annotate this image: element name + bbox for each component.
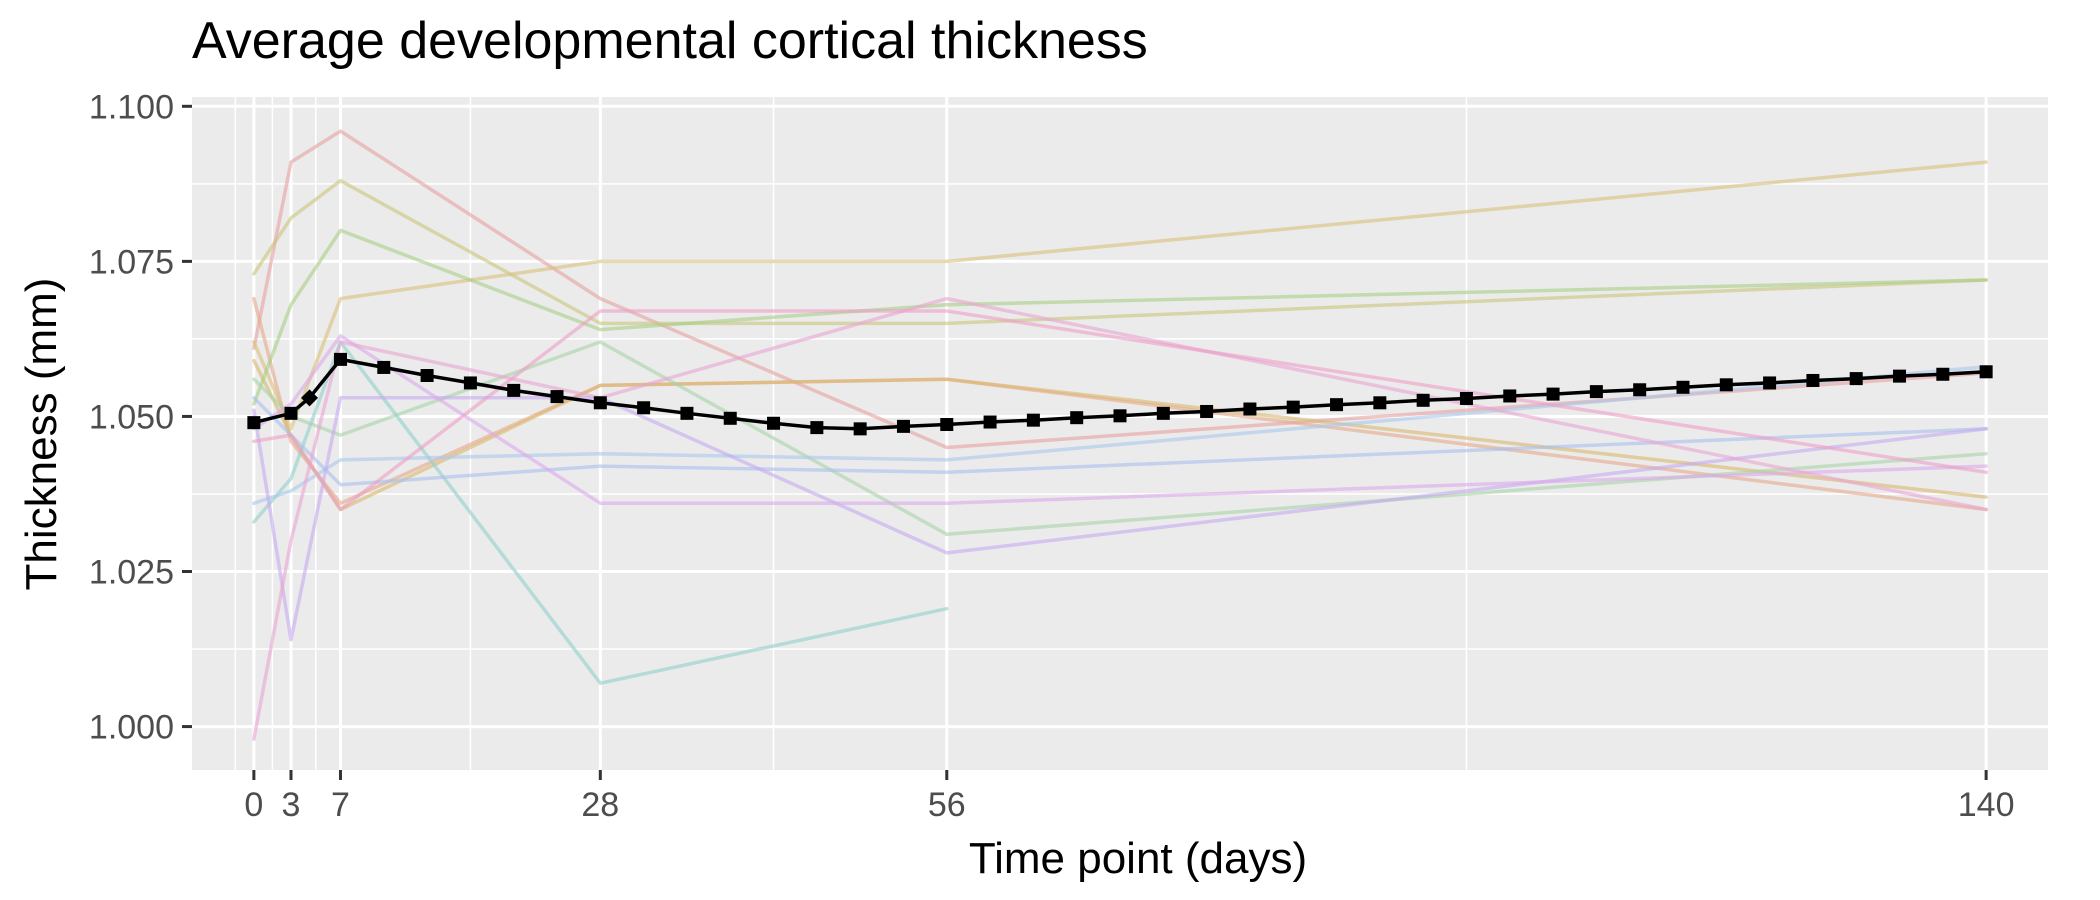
average-series-line [253, 357, 1987, 431]
x-tick-label: 56 [928, 786, 966, 824]
average-point-marker [420, 369, 434, 383]
y-axis: 1.000 1.025 1.050 1.075 1.100 [89, 88, 192, 747]
y-tick-label: 1.000 [89, 709, 174, 747]
y-tick-label: 1.100 [89, 88, 174, 126]
average-point-marker [1373, 396, 1387, 410]
y-axis-title: Thickness (mm) [17, 278, 66, 591]
y-tick-label: 1.050 [89, 398, 174, 436]
average-point-marker [1243, 402, 1257, 416]
subject-series-line [252, 396, 1988, 642]
average-point-marker [1633, 383, 1647, 397]
average-point-marker [1070, 411, 1084, 425]
average-point-marker [550, 390, 564, 404]
average-point-marker [637, 401, 651, 415]
average-point-marker [1546, 387, 1560, 401]
chart-title: Average developmental cortical thickness [192, 12, 1148, 70]
average-point-marker [1936, 367, 1950, 381]
subject-series-line [252, 309, 1988, 512]
average-point-marker [896, 419, 910, 433]
subject-series-line [252, 358, 1988, 512]
average-point-marker [1200, 404, 1214, 418]
average-point-marker [1286, 400, 1300, 414]
average-point-marker [1589, 385, 1603, 399]
average-point-marker [1719, 378, 1733, 392]
subject-series-line [252, 296, 1988, 741]
average-point-marker [301, 389, 319, 407]
subject-series-line [252, 178, 1988, 326]
average-point-marker [333, 352, 347, 366]
average-point-marker [1806, 373, 1820, 387]
x-tick-label: 7 [331, 786, 350, 824]
x-tick-label: 140 [1958, 786, 2015, 824]
average-point-marker [1459, 391, 1473, 405]
x-axis: 0 3 7 28 56 140 [244, 770, 2015, 824]
average-point-marker [810, 421, 824, 435]
average-point-marker [1330, 398, 1344, 412]
average-point-marker [1503, 389, 1517, 403]
subject-series-line [252, 365, 1988, 506]
average-series-layer [247, 352, 1993, 436]
average-point-marker [1156, 406, 1170, 420]
x-axis-title: Time point (days) [969, 834, 1307, 883]
x-tick-label: 28 [581, 786, 619, 824]
subject-series-line [252, 228, 1988, 406]
average-point-marker [767, 416, 781, 430]
average-point-marker [463, 376, 477, 390]
y-tick-label: 1.075 [89, 243, 174, 281]
average-point-marker [1113, 409, 1127, 423]
average-point-marker [940, 418, 954, 432]
x-tick-label: 3 [282, 786, 301, 824]
y-tick-label: 1.025 [89, 554, 174, 592]
average-point-marker [1763, 376, 1777, 390]
average-point-marker [1979, 365, 1993, 379]
x-tick-label: 0 [244, 786, 263, 824]
average-point-marker [853, 422, 867, 436]
major-gridlines [192, 97, 2048, 770]
average-point-marker [1416, 393, 1430, 407]
average-point-marker [377, 360, 391, 374]
average-point-marker [983, 415, 997, 429]
average-point-marker [723, 411, 737, 425]
average-point-marker [507, 383, 521, 397]
average-point-marker [593, 396, 607, 410]
average-point-marker [1893, 369, 1907, 383]
average-point-marker [1676, 380, 1690, 394]
subject-series-line [252, 396, 1988, 487]
average-point-marker [1849, 372, 1863, 386]
average-point-marker [247, 416, 261, 430]
average-point-marker [680, 406, 694, 420]
subject-series-line [252, 129, 1988, 450]
average-point-marker [284, 406, 298, 420]
average-point-marker [1026, 413, 1040, 427]
